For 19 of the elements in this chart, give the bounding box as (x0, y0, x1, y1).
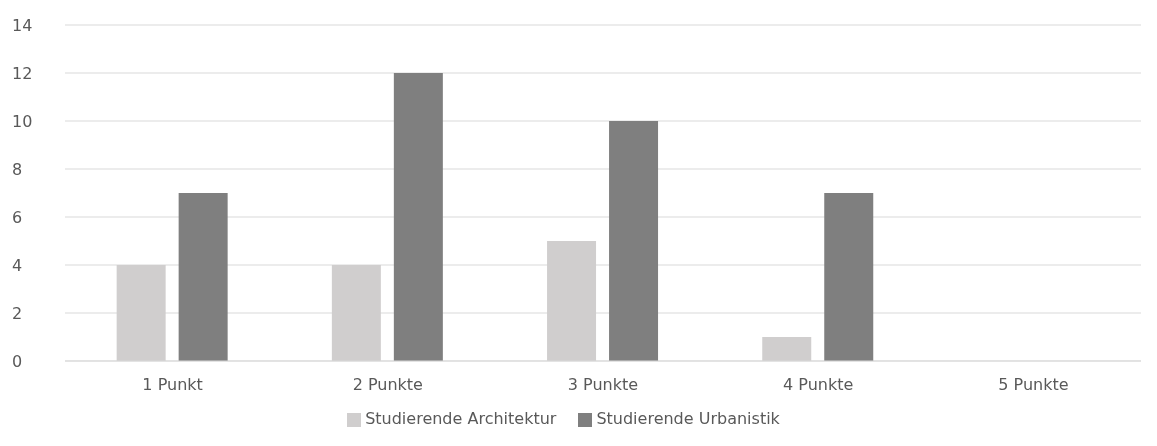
legend-label: Studierende Urbanistik (596, 409, 780, 428)
y-tick-label: 14 (12, 15, 33, 35)
y-tick-label: 8 (12, 159, 23, 179)
bar (178, 193, 228, 361)
x-tick-label: 2 Punkte (352, 375, 423, 395)
legend-label: Studierende Architektur (365, 409, 557, 428)
bar (393, 73, 443, 361)
bar (824, 193, 874, 361)
x-tick-label: 5 Punkte (998, 375, 1069, 395)
y-tick-label: 0 (12, 351, 23, 371)
y-tick-label: 12 (12, 63, 33, 83)
bar (609, 121, 659, 361)
x-tick-label: 3 Punkte (567, 375, 639, 395)
y-tick-label: 2 (12, 303, 23, 323)
x-tick-label: 1 Punkt (142, 375, 203, 395)
y-tick-label: 10 (12, 111, 33, 131)
x-tick-label: 4 Punkte (783, 375, 854, 395)
y-tick-label: 6 (12, 207, 23, 227)
y-tick-label: 4 (12, 255, 23, 275)
